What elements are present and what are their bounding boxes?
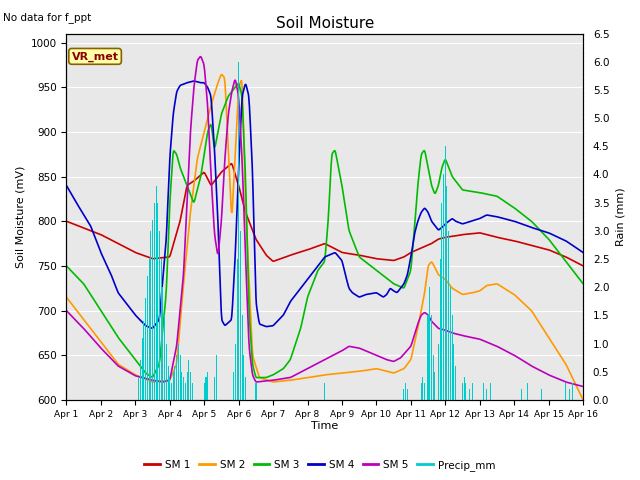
Bar	[188, 360, 189, 400]
Bar	[428, 315, 429, 400]
Bar	[138, 377, 140, 400]
Bar	[140, 360, 141, 400]
Bar	[216, 355, 217, 400]
Bar	[450, 287, 451, 400]
Bar	[572, 383, 573, 400]
Bar	[148, 259, 150, 400]
Bar	[152, 219, 153, 400]
Bar	[465, 383, 467, 400]
Bar	[154, 203, 155, 400]
Bar	[324, 383, 325, 400]
Bar	[143, 321, 145, 400]
Bar	[443, 175, 444, 400]
Bar	[483, 383, 484, 400]
Bar	[403, 389, 404, 400]
Bar	[422, 377, 423, 400]
Bar	[147, 276, 148, 400]
Bar	[159, 231, 160, 400]
Bar	[243, 355, 244, 400]
Bar	[255, 383, 257, 400]
Bar	[166, 344, 167, 400]
Bar	[233, 372, 234, 400]
Bar	[186, 372, 188, 400]
Bar	[420, 383, 422, 400]
Bar	[462, 383, 463, 400]
Y-axis label: Soil Moisture (mV): Soil Moisture (mV)	[15, 166, 25, 268]
Bar	[156, 186, 157, 400]
Bar	[161, 259, 162, 400]
Bar	[441, 203, 442, 400]
Bar	[463, 377, 465, 400]
Bar	[185, 383, 186, 400]
Text: No data for f_ppt: No data for f_ppt	[3, 12, 92, 23]
Bar	[245, 377, 246, 400]
Bar	[192, 383, 193, 400]
Bar	[405, 383, 406, 400]
Bar	[207, 372, 208, 400]
Title: Soil Moisture: Soil Moisture	[276, 16, 374, 31]
Y-axis label: Rain (mm): Rain (mm)	[615, 187, 625, 246]
Bar	[164, 315, 165, 400]
Bar	[431, 315, 432, 400]
Bar	[173, 372, 174, 400]
Bar	[453, 344, 454, 400]
Bar	[183, 377, 184, 400]
Bar	[486, 389, 487, 400]
Bar	[214, 377, 215, 400]
Bar	[145, 299, 146, 400]
Bar	[469, 389, 470, 400]
Bar	[141, 338, 143, 400]
Bar	[178, 344, 179, 400]
Bar	[205, 377, 207, 400]
Bar	[407, 389, 408, 400]
Bar	[171, 383, 172, 400]
Bar	[242, 315, 243, 400]
Bar	[569, 389, 570, 400]
Bar	[181, 372, 182, 400]
Bar	[438, 344, 439, 400]
Bar	[565, 383, 566, 400]
Bar	[240, 231, 241, 400]
Bar	[238, 62, 239, 400]
Bar	[455, 366, 456, 400]
Bar	[176, 355, 177, 400]
X-axis label: Time: Time	[311, 421, 339, 432]
Bar	[190, 372, 191, 400]
Bar	[204, 383, 205, 400]
Bar	[472, 383, 474, 400]
Bar	[157, 203, 158, 400]
Bar	[429, 287, 430, 400]
Bar	[541, 389, 542, 400]
Bar	[448, 231, 449, 400]
Bar	[424, 383, 425, 400]
Bar	[235, 344, 236, 400]
Bar	[527, 383, 529, 400]
Bar	[433, 355, 434, 400]
Text: VR_met: VR_met	[72, 51, 118, 61]
Bar	[520, 389, 522, 400]
Legend: SM 1, SM 2, SM 3, SM 4, SM 5, Precip_mm: SM 1, SM 2, SM 3, SM 4, SM 5, Precip_mm	[140, 456, 500, 475]
Bar	[150, 231, 152, 400]
